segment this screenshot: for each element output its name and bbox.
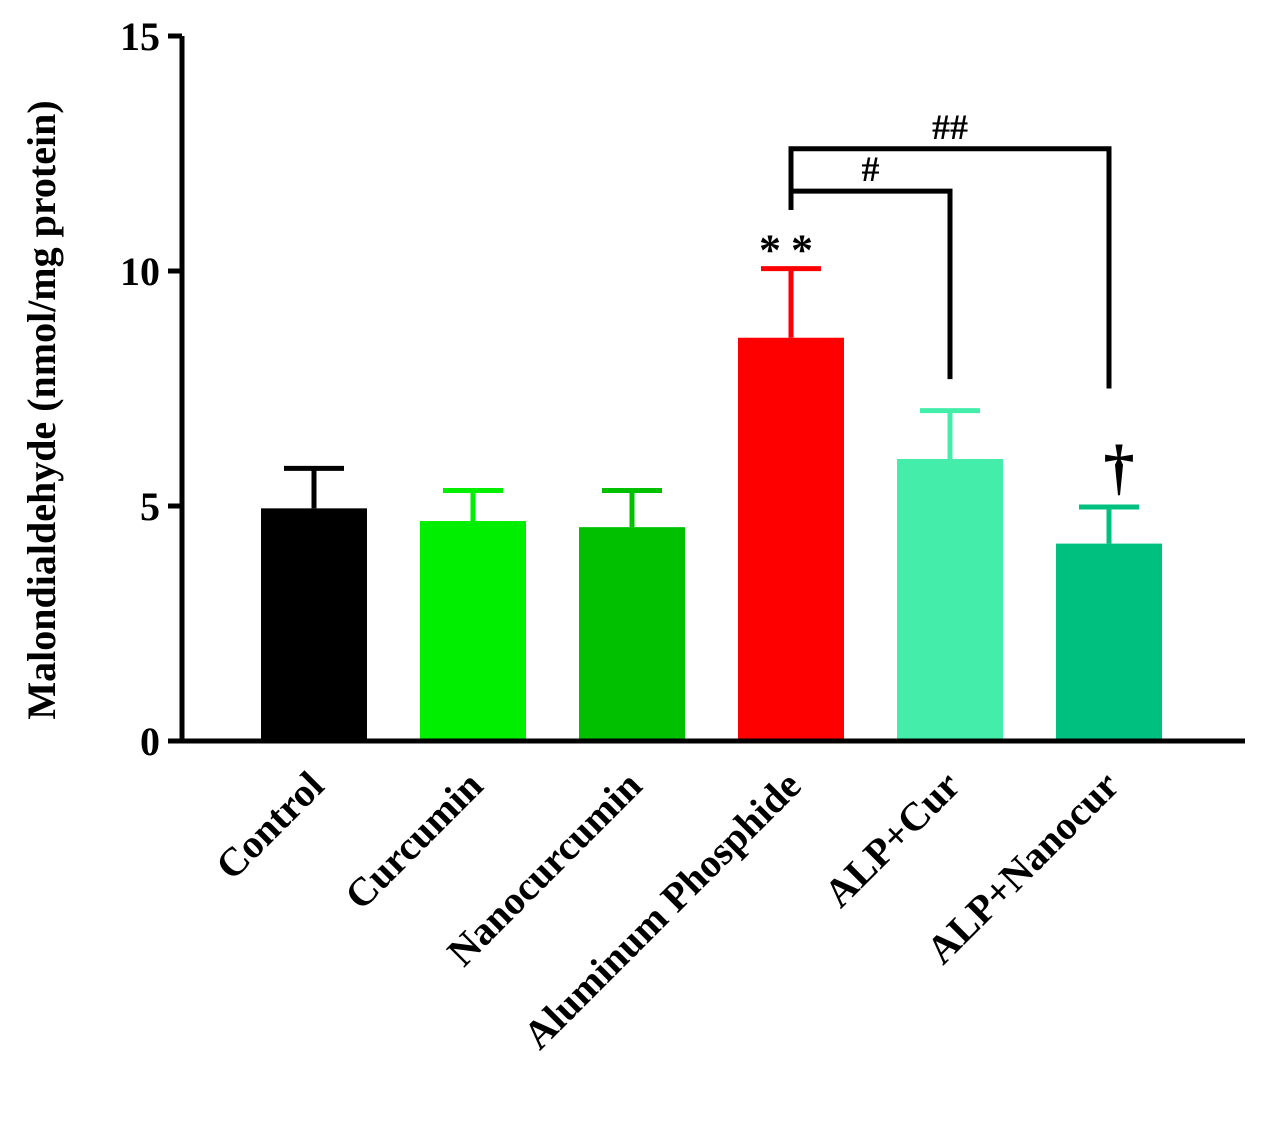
bar-6 <box>1056 543 1162 741</box>
x-tick-label-5: ALP+Cur <box>815 763 968 916</box>
y-tick-label-15: 15 <box>120 14 160 59</box>
bar-1 <box>261 508 367 741</box>
error-bars-group <box>284 266 1139 544</box>
y-axis-label: Malondialdehyde (nmol/mg protein) <box>19 100 64 719</box>
x-tick-label-4: Aluminum Phosphide <box>514 763 809 1058</box>
x-tick-label-2: Curcumin <box>336 763 491 918</box>
bar-3 <box>579 527 685 741</box>
bar-2 <box>420 521 526 741</box>
significance-label-hash: # <box>862 149 880 189</box>
x-tick-label-1: Control <box>207 763 333 889</box>
significance-stars: ** <box>759 226 823 275</box>
bar-4 <box>738 337 844 741</box>
significance-bracket-alp-cur <box>788 188 953 380</box>
y-tick-label-5: 5 <box>140 484 160 529</box>
y-tick-label-10: 10 <box>120 249 160 294</box>
bars-group <box>261 337 1162 741</box>
significance-dagger: † <box>1104 434 1135 502</box>
y-tick-label-0: 0 <box>140 719 160 764</box>
annotations-group: ###**† <box>759 107 1135 502</box>
significance-bracket-alp-nanocur <box>788 146 1112 389</box>
bar-5 <box>897 459 1003 741</box>
significance-label-double-hash: ## <box>932 107 968 147</box>
